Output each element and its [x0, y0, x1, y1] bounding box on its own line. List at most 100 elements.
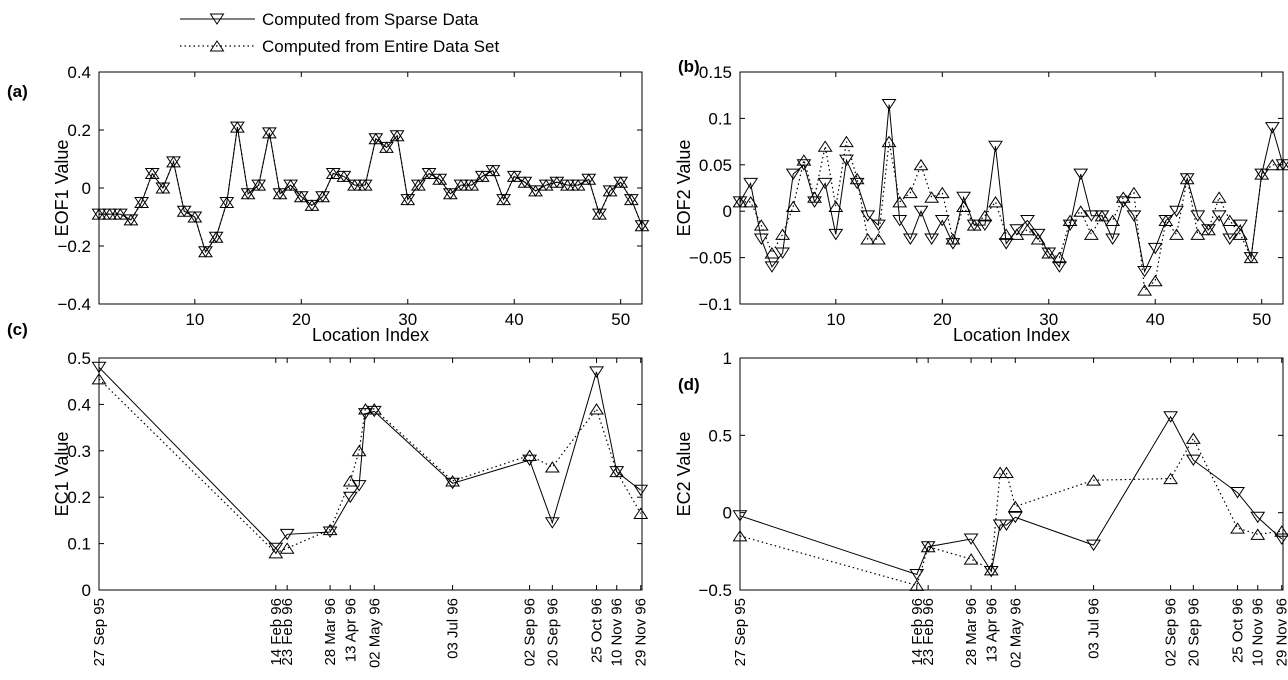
marker-entire — [442, 187, 458, 200]
y-tick-label: 0 — [723, 504, 732, 523]
marker-entire — [732, 529, 748, 542]
marker-entire — [485, 164, 501, 177]
marker-entire — [155, 182, 171, 194]
y-tick-label: 0.2 — [67, 121, 91, 140]
marker-entire — [123, 213, 139, 226]
marker-entire — [796, 154, 812, 166]
marker-entire — [322, 523, 338, 536]
legend: Computed from Sparse Data Computed from … — [180, 10, 499, 56]
panel-b: −0.1 −0.05 0 0.05 0.1 0.15 10 20 30 40 50 Location … — [674, 57, 1288, 345]
marker-sparse — [860, 210, 876, 222]
marker-entire — [1185, 432, 1201, 444]
marker-entire — [272, 187, 288, 200]
marker-entire — [283, 179, 299, 191]
series-line-sparse — [739, 415, 1283, 576]
marker-sparse — [544, 517, 560, 529]
marker-sparse — [1264, 122, 1280, 134]
x-tick-label: 30 — [398, 310, 417, 329]
y-axis-label: EC2 Value — [674, 432, 694, 517]
marker-entire — [134, 196, 150, 208]
marker-sparse — [892, 214, 908, 227]
x-axis-label: Location Index — [312, 325, 429, 345]
marker-sparse — [1274, 533, 1288, 545]
marker-entire — [602, 184, 618, 197]
marker-entire — [977, 209, 993, 222]
axes-frame — [739, 357, 1284, 591]
marker-entire — [870, 233, 886, 245]
x-date-label: 29 Nov 96 — [633, 598, 650, 666]
series-line-sparse — [99, 127, 643, 253]
marker-entire — [920, 540, 936, 553]
marker-sparse — [963, 533, 979, 545]
y-tick-label: −0.2 — [57, 237, 91, 256]
y-tick-label: 0 — [82, 179, 91, 198]
marker-entire — [956, 200, 972, 213]
marker-entire — [368, 132, 384, 145]
marker-sparse — [589, 366, 604, 378]
marker-entire — [464, 179, 480, 191]
y-tick-label: 0 — [82, 581, 91, 600]
y-tick-label: −0.05 — [689, 249, 732, 268]
y-axis-label: EOF2 Value — [674, 140, 694, 237]
marker-sparse — [268, 542, 284, 555]
marker-sparse — [1250, 511, 1266, 524]
marker-entire — [1007, 500, 1023, 512]
marker-entire — [753, 219, 769, 231]
marker-entire — [764, 247, 780, 259]
marker-entire — [315, 190, 331, 203]
marker-entire — [998, 228, 1014, 240]
marker-entire — [1115, 191, 1131, 203]
y-tick-label: 0.4 — [67, 395, 91, 414]
x-tick-label: 50 — [611, 310, 630, 329]
x-date-label: 02 May 96 — [1007, 598, 1024, 668]
y-tick-label: 0.15 — [699, 63, 732, 82]
marker-sparse — [1009, 224, 1025, 236]
marker-entire — [357, 179, 373, 191]
marker-entire — [91, 372, 107, 385]
marker-entire — [517, 176, 533, 188]
marker-entire — [1126, 186, 1142, 199]
marker-sparse — [279, 528, 295, 541]
marker-sparse — [1020, 214, 1035, 227]
marker-entire — [496, 193, 512, 206]
marker-entire — [828, 200, 844, 213]
marker-sparse — [445, 477, 461, 490]
marker-entire — [187, 211, 203, 223]
marker-entire — [144, 167, 160, 179]
marker-entire — [581, 173, 597, 185]
marker-entire — [474, 170, 490, 182]
marker-entire — [549, 176, 565, 188]
marker-sparse — [913, 205, 929, 218]
x-date-label: 10 Nov 96 — [609, 598, 626, 666]
marker-entire — [945, 233, 961, 245]
marker-entire — [1274, 525, 1288, 537]
legend-marker-entire — [209, 40, 225, 52]
x-date-label: 03 Jul 96 — [445, 598, 462, 659]
marker-entire — [342, 475, 358, 487]
marker-entire — [634, 219, 650, 232]
marker-sparse — [934, 214, 950, 227]
x-date-label: 28 Mar 96 — [322, 598, 339, 666]
marker-entire — [112, 208, 128, 220]
marker-sparse — [956, 191, 972, 204]
x-tick-label: 30 — [1039, 310, 1058, 329]
marker-sparse — [1073, 168, 1089, 180]
marker-entire — [304, 199, 320, 211]
marker-sparse — [764, 261, 780, 273]
marker-entire — [1041, 247, 1057, 259]
marker-entire — [91, 208, 107, 220]
x-tick-label: 40 — [1146, 310, 1165, 329]
marker-entire — [522, 449, 538, 461]
marker-entire — [1190, 228, 1206, 240]
marker-entire — [400, 193, 416, 206]
marker-sparse — [785, 168, 801, 180]
marker-sparse — [1086, 539, 1102, 552]
y-tick-label: −0.1 — [698, 295, 732, 314]
marker-entire — [219, 196, 235, 208]
marker-entire — [432, 173, 448, 185]
marker-entire — [988, 196, 1003, 208]
marker-entire — [1201, 223, 1216, 236]
marker-entire — [1179, 172, 1195, 185]
x-date-label: 02 May 96 — [366, 598, 383, 668]
